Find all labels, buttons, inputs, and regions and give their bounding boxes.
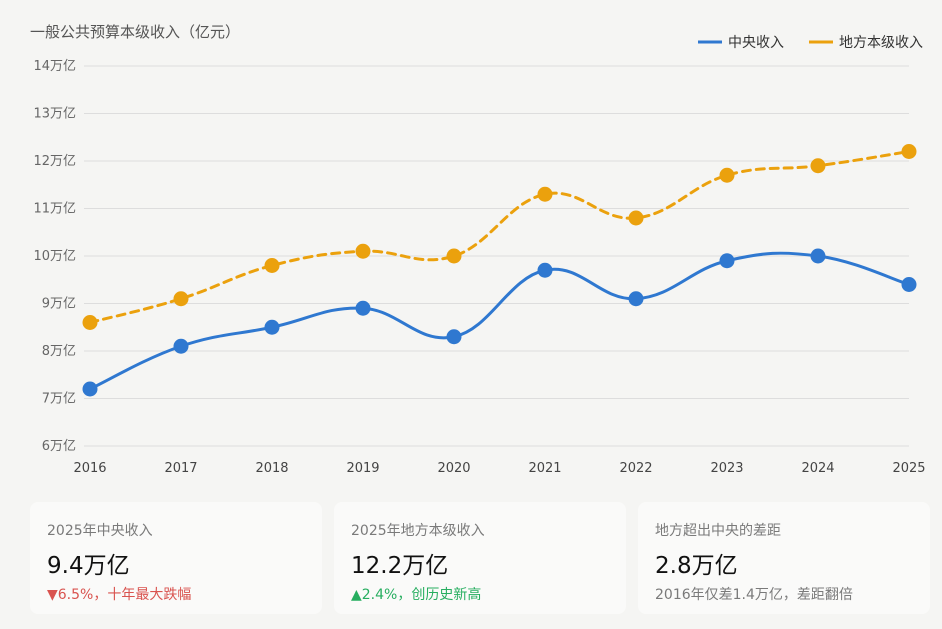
chart-legend: 中央收入 地方本级收入 [698,35,923,51]
card-label: 2025年中央收入 [47,523,153,539]
data-point [719,253,735,269]
data-point [810,158,826,174]
y-tick-label: 14万亿 [33,59,76,74]
x-tick-label: 2024 [801,461,834,476]
x-tick-label: 2017 [164,461,197,476]
data-point [537,262,553,278]
chart-title: 一般公共预算本级收入（亿元） [30,23,240,41]
y-tick-label: 8万亿 [42,344,76,359]
x-tick-label: 2019 [346,461,379,476]
y-tick-label: 7万亿 [42,392,76,407]
legend-label: 地方本级收入 [839,35,923,51]
card-note: 2016年仅差1.4万亿，差距翻倍 [655,587,853,603]
legend-item: 地方本级收入 [809,35,923,51]
chart-grid [84,65,909,447]
data-point [628,291,644,307]
card-local-revenue: 2025年地方本级收入 12.2万亿 ▲2.4%，创历史新高 [334,502,626,614]
card-gap: 地方超出中央的差距 2.8万亿 2016年仅差1.4万亿，差距翻倍 [638,502,930,614]
data-point [82,381,98,397]
data-point [901,277,917,292]
summary-cards: 2025年中央收入 9.4万亿 ▼6.5%，十年最大跌幅 2025年地方本级收入… [30,502,930,614]
card-central-revenue: 2025年中央收入 9.4万亿 ▼6.5%，十年最大跌幅 [30,502,322,614]
series-line [88,251,911,391]
data-point [719,167,735,183]
data-point [82,315,98,330]
data-point [355,243,371,259]
data-point [173,338,189,354]
legend-label: 中央收入 [728,35,784,51]
y-tick-label: 10万亿 [33,249,76,264]
data-point [810,248,826,264]
series-line [88,150,911,324]
data-point [264,319,280,335]
card-label: 地方超出中央的差距 [655,523,781,539]
revenue-line-chart: 一般公共预算本级收入（亿元） 中央收入 地方本级收入 6万亿 7万亿 8万亿 9万亿 10… [30,23,926,476]
x-tick-label: 2016 [73,461,106,476]
y-axis: 6万亿 7万亿 8万亿 9万亿 10万亿 11万亿 12万亿 13万亿 14万亿 [33,59,76,454]
card-note: ▼6.5%，十年最大跌幅 [47,587,192,603]
x-tick-label: 2023 [710,461,743,476]
card-note: ▲2.4%，创历史新高 [351,587,482,603]
series-1 [82,144,917,330]
data-point [446,329,462,345]
data-point [537,186,553,202]
x-tick-label: 2018 [255,461,288,476]
legend-item: 中央收入 [698,35,784,51]
data-point [446,248,462,264]
card-value: 12.2万亿 [351,553,449,579]
card-value: 9.4万亿 [47,553,130,579]
series-0 [82,248,917,397]
y-tick-label: 11万亿 [33,202,76,217]
y-tick-label: 6万亿 [42,439,76,454]
x-tick-label: 2022 [619,461,652,476]
data-point [173,291,189,307]
y-tick-label: 12万亿 [33,154,76,169]
chart-series [82,144,917,397]
data-point [628,210,644,226]
y-tick-label: 9万亿 [42,297,76,312]
x-tick-label: 2021 [528,461,561,476]
x-axis: 2016 2017 2018 2019 2020 2021 2022 2023 2024 2025 [73,461,925,476]
card-label: 2025年地方本级收入 [351,523,485,539]
x-tick-label: 2025 [892,461,925,476]
card-value: 2.8万亿 [655,553,738,579]
data-point [355,300,371,316]
data-point [901,144,917,159]
x-tick-label: 2020 [437,461,470,476]
data-point [264,258,280,273]
y-tick-label: 13万亿 [33,107,76,122]
